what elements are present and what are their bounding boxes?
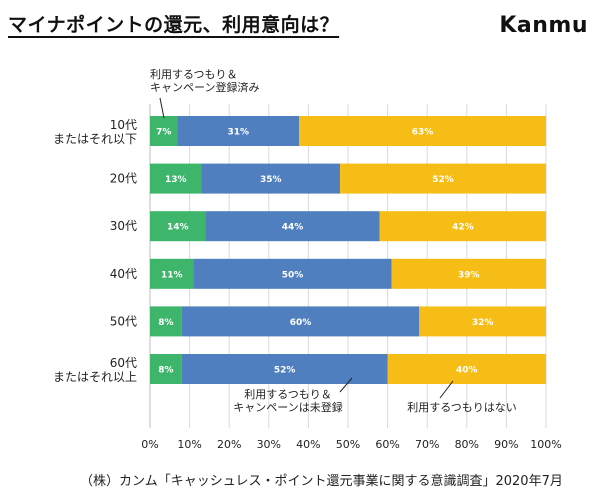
data-label: 35% (260, 175, 282, 185)
x-tick-label: 0% (141, 438, 158, 451)
bar-segment (181, 306, 420, 337)
data-label: 50% (282, 270, 304, 280)
data-label: 8% (158, 366, 173, 376)
bar-segment (150, 163, 202, 194)
series-annotation: キャンペーン登録済み (150, 80, 259, 94)
category-label: またはそれ以上 (53, 370, 137, 384)
annotation-pointer (339, 377, 353, 393)
data-label: 52% (432, 175, 454, 185)
bar-segment (150, 306, 182, 337)
x-tick-label: 70% (415, 438, 439, 451)
x-tick-label: 20% (217, 438, 241, 451)
x-tick-label: 30% (257, 438, 281, 451)
category-label: 30代 (110, 219, 137, 233)
bar-segment (193, 258, 392, 289)
bar-segment (150, 258, 194, 289)
data-label: 14% (167, 223, 189, 233)
x-tick-label: 90% (494, 438, 518, 451)
bar-segment (181, 354, 388, 384)
source-note: （株）カンム「キャッシュレス・ポイント還元事業に関する意識調査」2020年7月 (80, 474, 563, 489)
page-title: マイナポイントの還元、利用意向は？ (8, 14, 340, 36)
series-annotation: 利用するつもり＆ (150, 68, 238, 81)
data-label: 52% (274, 366, 296, 376)
x-tick-label: 50% (336, 438, 360, 451)
data-label: 44% (282, 223, 304, 233)
data-label: 63% (412, 128, 434, 138)
x-tick-label: 80% (455, 438, 479, 451)
data-label: 13% (165, 175, 187, 185)
data-label: 32% (472, 318, 494, 328)
series-annotation: キャンペーンは未登録 (233, 400, 342, 414)
bar-segment (201, 163, 341, 194)
category-label: 60代 (110, 356, 137, 370)
series-annotation: 利用するつもりはない (407, 401, 517, 414)
x-tick-label: 40% (296, 438, 320, 451)
bar-segment (150, 211, 206, 242)
bar-segment (379, 211, 546, 242)
x-tick-label: 10% (177, 438, 201, 451)
category-label: 10代 (110, 118, 137, 132)
data-label: 60% (290, 318, 312, 328)
bar-segment (150, 116, 178, 146)
bar-segment (177, 116, 299, 146)
data-label: 8% (158, 318, 173, 328)
x-tick-label: 60% (375, 438, 399, 451)
annotation-pointer (439, 380, 454, 399)
category-label: 50代 (110, 314, 137, 328)
category-label: 40代 (110, 267, 137, 281)
category-label: またはそれ以下 (53, 132, 137, 146)
data-label: 11% (161, 270, 183, 280)
data-label: 42% (452, 223, 474, 233)
bar-segment (205, 211, 380, 242)
bar-segment (298, 116, 546, 146)
category-label: 20代 (110, 172, 137, 186)
data-label: 39% (458, 270, 480, 280)
brand-logo: Kanmu (499, 13, 588, 38)
bar-segment (419, 306, 546, 337)
data-label: 7% (156, 128, 171, 138)
bar-segment (150, 354, 182, 384)
series-annotation: 利用するつもり＆ (244, 388, 332, 401)
x-tick-label: 100% (530, 438, 561, 451)
data-label: 40% (456, 366, 478, 376)
bar-segment (387, 354, 546, 384)
bar-segment (340, 163, 546, 194)
bar-segment (391, 258, 546, 289)
data-label: 31% (227, 128, 249, 138)
annotation-pointer (159, 97, 165, 119)
